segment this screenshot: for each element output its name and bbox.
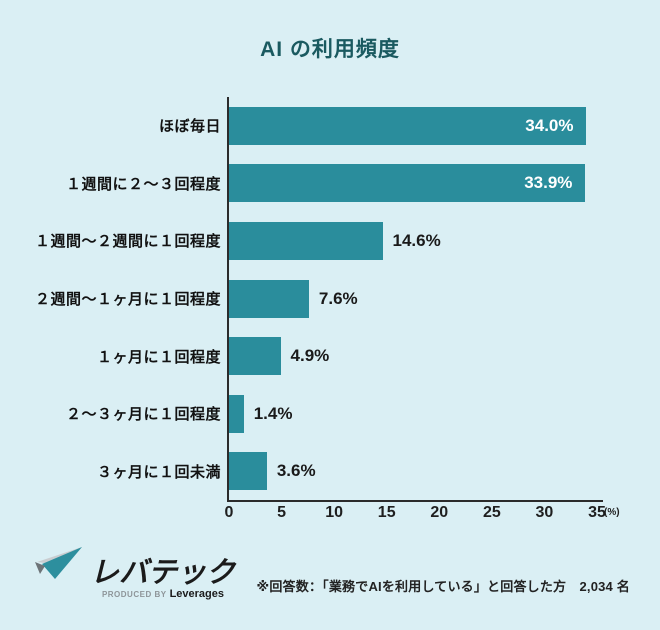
chart-title: AI の利用頻度 xyxy=(260,38,400,61)
value-label: 4.9% xyxy=(290,346,330,366)
bar: 34.0% xyxy=(229,106,587,145)
category-label: ３ヶ月に１回未満 xyxy=(96,463,221,481)
bar: 3.6% xyxy=(229,452,316,491)
x-axis-line xyxy=(227,500,603,502)
levtech-logo: レバテック PRODUCED BY Leverages xyxy=(32,543,235,603)
bar: 7.6% xyxy=(229,279,358,318)
y-axis-line xyxy=(227,97,229,502)
tick-label: 0 xyxy=(224,504,234,521)
paper-plane-icon xyxy=(35,547,82,579)
bar-row: ２週間～１ヶ月に１回程度 7.6% xyxy=(35,270,597,328)
category-label: １ヶ月に１回程度 xyxy=(96,348,221,366)
survey-note: ※回答数：「業務でAIを利用している」と回答した方 2,034 名 xyxy=(256,579,630,594)
bar-row: ２～３ヶ月に１回程度 1.4% xyxy=(66,385,597,443)
category-label: １週間～２週間に１回程度 xyxy=(34,233,221,251)
x-axis-unit-label: (%) xyxy=(604,507,620,518)
tick-label: 5 xyxy=(277,504,287,521)
company-name: Leverages xyxy=(169,588,224,600)
bar-row: ほぼ毎日 34.0% xyxy=(159,97,597,155)
value-label: 34.0% xyxy=(525,115,574,135)
value-label: 7.6% xyxy=(318,288,358,308)
plot-area: ほぼ毎日 34.0% １週間に２～３回程度 33.9% １週間～２週間に１回程度… xyxy=(35,97,603,502)
bar-row: １週間に２～３回程度 33.9% xyxy=(66,155,597,213)
x-axis-ticks: 0 5 10 15 20 25 30 35 (%) xyxy=(225,504,620,526)
category-label: ２週間～１ヶ月に１回程度 xyxy=(34,291,221,309)
category-label: ２～３ヶ月に１回程度 xyxy=(65,406,221,424)
bar: 1.4% xyxy=(229,394,292,433)
produced-by-label: PRODUCED BY xyxy=(101,590,167,599)
tick-label: 20 xyxy=(430,504,449,521)
bar: 33.9% xyxy=(229,164,586,203)
tick-label: 35 xyxy=(588,504,606,521)
tick-label: 15 xyxy=(377,504,396,521)
value-label: 3.6% xyxy=(276,461,316,481)
bar-rows: ほぼ毎日 34.0% １週間に２～３回程度 33.9% １週間～２週間に１回程度… xyxy=(35,97,597,500)
tick-label: 30 xyxy=(535,504,554,521)
footer: レバテック PRODUCED BY Leverages ※回答数：「業務でAIを利… xyxy=(0,540,660,610)
tick-label: 25 xyxy=(482,504,501,521)
tick-label: 10 xyxy=(325,504,344,521)
category-label: ほぼ毎日 xyxy=(158,118,221,136)
brand-name: レバテック xyxy=(90,557,236,589)
bar-row: １週間～２週間に１回程度 14.6% xyxy=(35,212,597,270)
produced-by-line: PRODUCED BY Leverages xyxy=(98,584,224,602)
bar-row: １ヶ月に１回程度 4.9% xyxy=(97,327,597,385)
value-label: 14.6% xyxy=(392,230,441,250)
bar: 14.6% xyxy=(229,221,441,260)
bar-row: ３ヶ月に１回未満 3.6% xyxy=(97,442,597,500)
category-label: １週間に２～３回程度 xyxy=(65,175,221,193)
value-label: 33.9% xyxy=(524,173,573,193)
bar: 4.9% xyxy=(229,337,329,376)
value-label: 1.4% xyxy=(253,403,293,423)
